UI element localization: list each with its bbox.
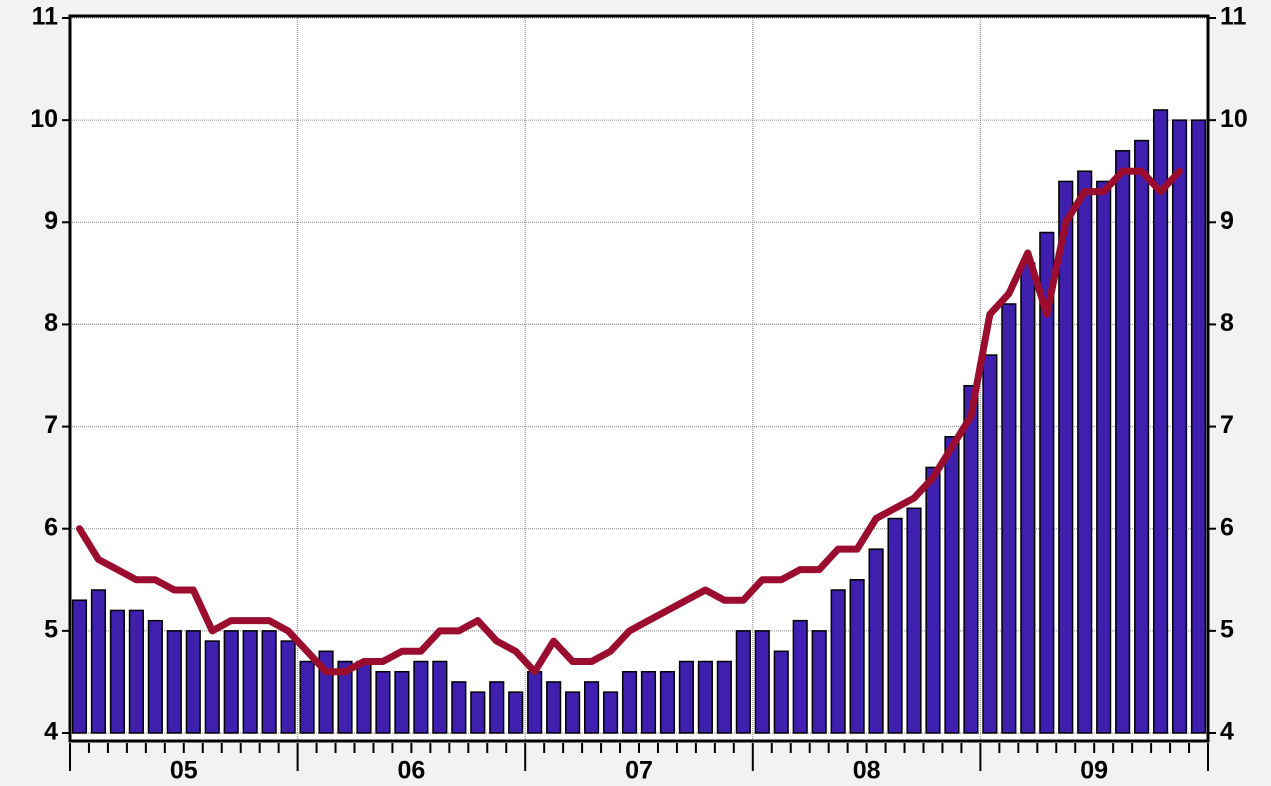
y-tick-label: 10 [30, 105, 58, 133]
y-tick-label: 11 [32, 3, 59, 31]
bar [109, 609, 125, 734]
bar [640, 670, 657, 734]
y2-tick-label: 8 [1220, 309, 1234, 337]
x-group-label: 09 [1080, 757, 1108, 785]
bar [584, 681, 600, 734]
line [76, 167, 1183, 676]
bar [546, 681, 562, 734]
bar [356, 660, 372, 734]
bar [868, 548, 884, 734]
x-group-label: 08 [853, 757, 881, 785]
bar [90, 589, 107, 734]
bar [394, 670, 410, 734]
bar [147, 619, 163, 734]
bar [413, 660, 429, 734]
bar [565, 691, 581, 734]
bar [602, 691, 619, 734]
bar [716, 660, 732, 734]
bar [1020, 262, 1036, 734]
x-group-label: 05 [170, 757, 198, 785]
bar [735, 630, 751, 734]
bar [166, 630, 182, 734]
bar [508, 691, 524, 734]
bar [925, 466, 941, 734]
bar [375, 670, 391, 734]
bar [128, 609, 144, 734]
y-tick-label: 8 [44, 309, 58, 337]
bar [754, 630, 770, 734]
bar [773, 650, 789, 734]
bar [299, 660, 315, 734]
bar [223, 630, 239, 734]
bar [1001, 303, 1017, 734]
bar [944, 436, 960, 734]
x-group-label: 07 [625, 757, 653, 785]
y-tick-label: 5 [44, 615, 58, 643]
y2-tick-label: 9 [1220, 207, 1234, 235]
bar [242, 630, 258, 734]
bar [1153, 109, 1169, 734]
bar [963, 384, 979, 734]
y2-tick-label: 7 [1220, 411, 1234, 439]
bar [906, 507, 922, 734]
bar [185, 630, 201, 734]
y-tick-label: 4 [44, 718, 58, 746]
y-tick-label: 7 [44, 411, 58, 439]
bar [451, 681, 467, 734]
bar [849, 579, 865, 734]
bar [280, 640, 296, 734]
y-tick-label: 6 [44, 513, 58, 541]
bar [1096, 180, 1112, 734]
bar [432, 660, 448, 734]
bar [1039, 231, 1055, 734]
bar [470, 691, 486, 734]
bar [489, 681, 505, 734]
bar [1171, 119, 1188, 734]
y2-tick-label: 4 [1220, 718, 1234, 746]
bar [337, 660, 353, 734]
plot-frame [68, 14, 1210, 743]
plot-area [70, 16, 1208, 740]
bar [204, 640, 220, 734]
bar [1134, 139, 1150, 734]
bar [792, 619, 808, 734]
x-group-label: 06 [397, 757, 425, 785]
bar [830, 589, 846, 734]
bar [678, 660, 694, 734]
bar [1058, 180, 1074, 734]
bar [659, 670, 676, 734]
y-tick-label: 9 [44, 207, 58, 235]
bar [982, 354, 998, 734]
bar [261, 630, 277, 734]
y2-tick-label: 10 [1220, 105, 1248, 133]
bar [1115, 150, 1131, 734]
bar [71, 599, 88, 734]
y2-tick-label: 5 [1220, 615, 1234, 643]
y2-tick-label: 11 [1220, 3, 1247, 31]
bar [1077, 170, 1093, 734]
bar [621, 670, 638, 734]
bar [887, 517, 903, 734]
bar [697, 660, 713, 734]
bar [1190, 119, 1207, 734]
y2-tick-label: 6 [1220, 513, 1234, 541]
bar [527, 670, 543, 734]
bar [811, 630, 827, 734]
